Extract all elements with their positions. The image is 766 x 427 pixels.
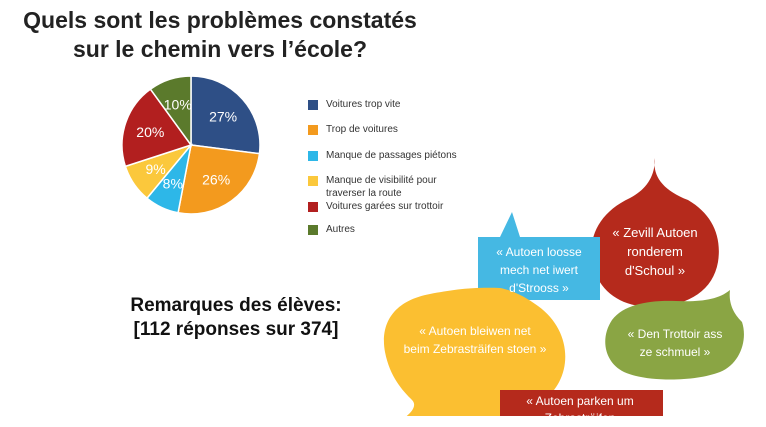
legend-item-3: Manque de visibilité pour traverser la r… <box>308 174 476 200</box>
legend-label-3: Manque de visibilité pour traverser la r… <box>326 175 437 199</box>
bubble-text-green: « Den Trottoir ass ze schmuel » <box>627 327 723 359</box>
chart-title-line-1: Quels sont les problèmes constatés <box>23 7 417 33</box>
pie-slice-0 <box>190 75 261 155</box>
pie-slice-label-2: 8% <box>163 176 183 192</box>
remarks-heading: Remarques des élèves: [112 réponses sur … <box>96 294 376 342</box>
remarks-count: [112 réponses sur 374] <box>133 319 339 340</box>
pie-slice-label-5: 10% <box>164 96 192 112</box>
speech-bubble-blue <box>478 212 600 300</box>
legend-label-5: Autres <box>326 224 355 235</box>
speech-bubble-green <box>605 290 744 380</box>
pie-slice-label-4: 20% <box>136 124 164 140</box>
legend-item-1: Trop de voitures <box>308 123 476 136</box>
legend-swatch-0 <box>308 100 318 110</box>
remarks-title: Remarques des élèves: <box>130 295 342 316</box>
chart-title-line-2: sur le chemin vers l’école? <box>72 36 368 62</box>
speech-bubble-red-top <box>591 158 719 308</box>
legend-swatch-1 <box>308 125 318 135</box>
legend-swatch-2 <box>308 151 318 161</box>
legend-label-4: Voitures garées sur trottoir <box>326 201 444 212</box>
legend-item-5: Autres <box>308 223 476 236</box>
pie-slice-label-1: 26% <box>202 172 230 188</box>
pie-slice-4 <box>121 88 193 168</box>
pie-slice-5 <box>149 75 192 148</box>
legend-swatch-5 <box>308 225 318 235</box>
pie-slice-1 <box>177 144 261 215</box>
speech-bubbles <box>384 158 744 416</box>
legend-label-1: Trop de voitures <box>326 124 398 135</box>
legend-item-4: Voitures garées sur trottoir <box>308 200 476 213</box>
legend-swatch-4 <box>308 202 318 212</box>
bubble-text-red-bottom: « Autoen parken um Zebrasträifen <box>526 394 634 425</box>
legend-item-0: Voitures trop vite <box>308 98 476 111</box>
speech-bubble-red-bottom <box>500 390 663 416</box>
bubble-text-red-top: « Zevill Autoen ronderem d'Schoul » <box>612 225 698 278</box>
bubble-text-blue: « Autoen loosse mech net iwert d'Strooss… <box>496 245 582 295</box>
pie-slice-label-0: 27% <box>209 109 237 125</box>
chart-title: Quels sont les problèmes constatés sur l… <box>10 6 430 64</box>
pie-chart: 27% 26% 8%9% 20%10% <box>121 75 261 215</box>
legend-label-0: Voitures trop vite <box>326 99 401 110</box>
bubble-text-yellow: « Autoen bleiwen net beim Zebrasträifen … <box>403 324 547 356</box>
pie-slice-label-3: 9% <box>146 161 166 177</box>
speech-bubble-yellow <box>384 287 566 416</box>
legend-swatch-3 <box>308 176 318 186</box>
legend-item-2: Manque de passages piétons <box>308 149 476 162</box>
legend-label-2: Manque de passages piétons <box>326 150 457 161</box>
